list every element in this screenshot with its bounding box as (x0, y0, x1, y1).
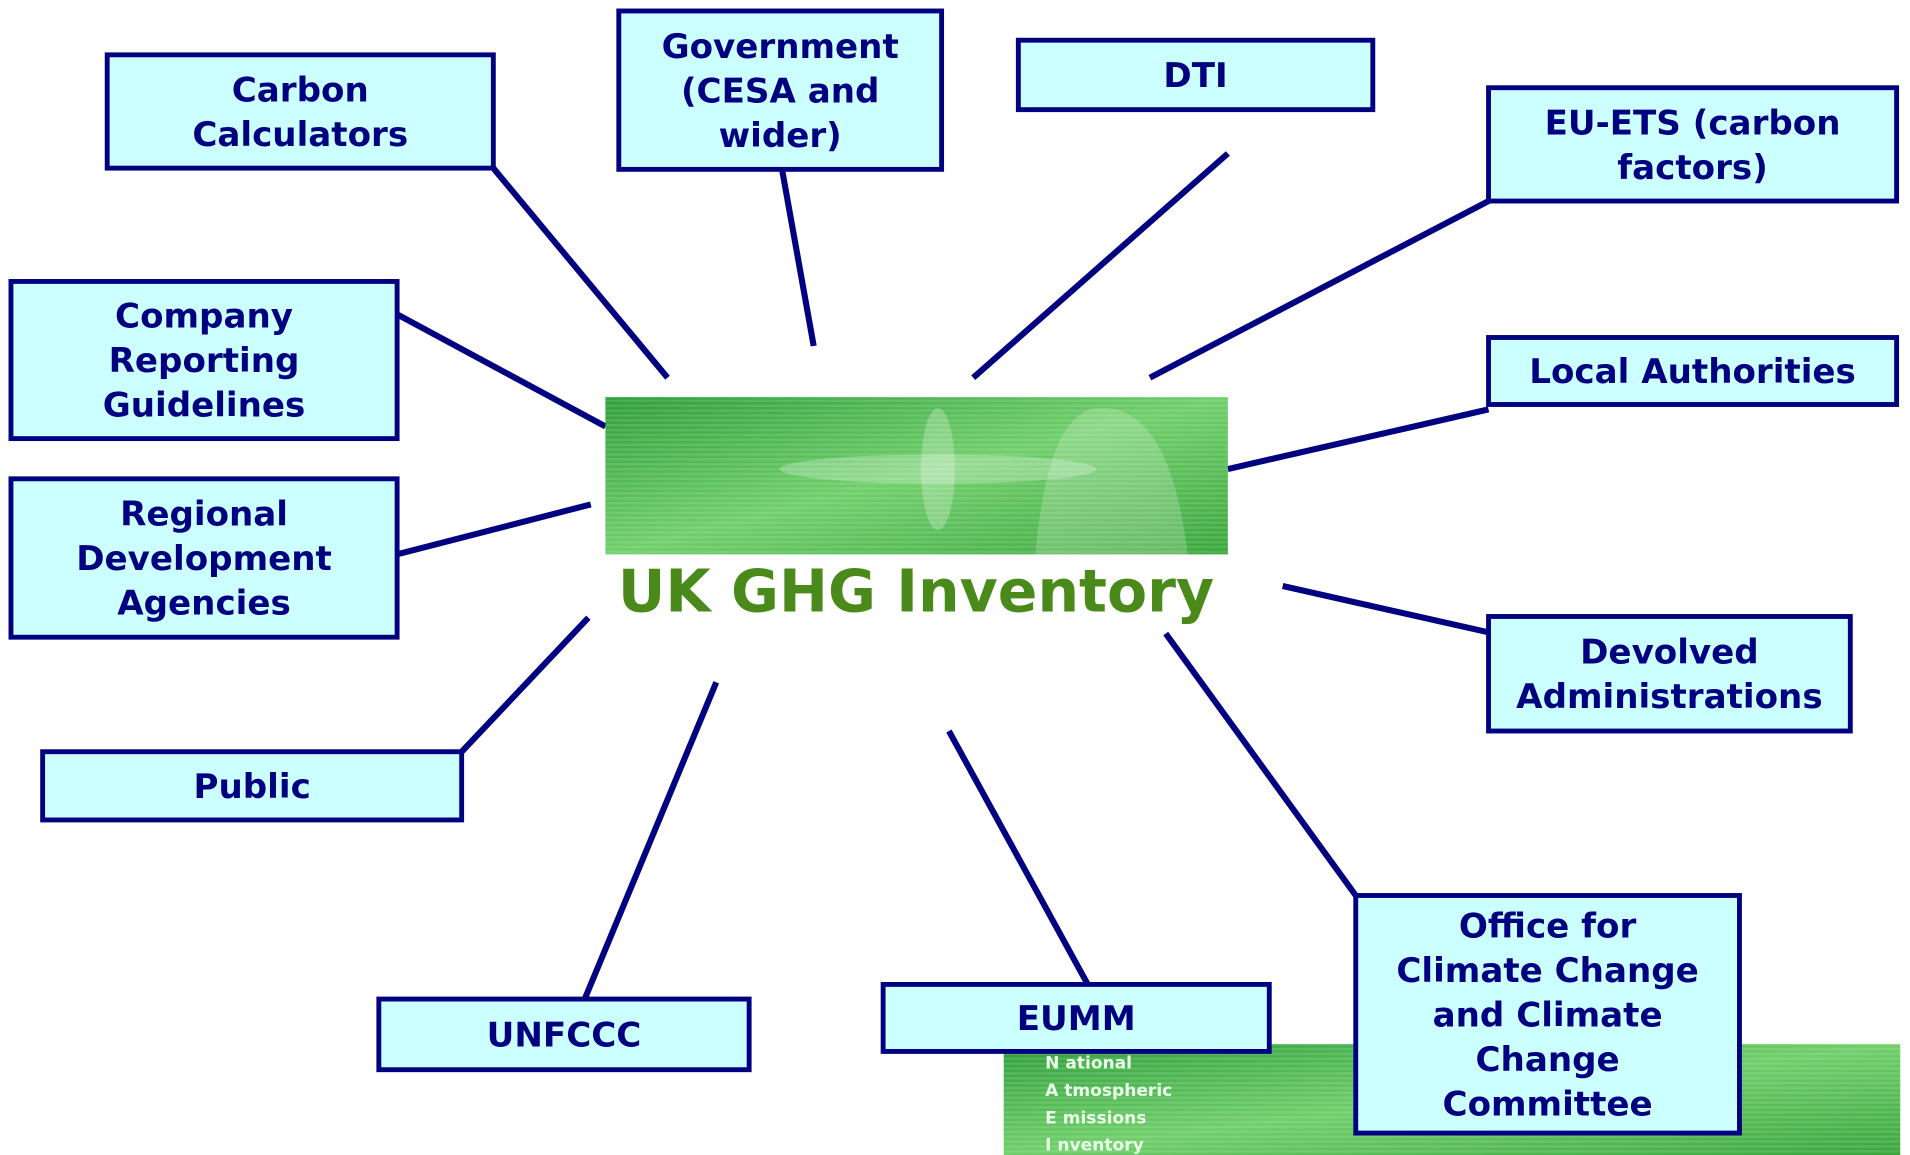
node-label: Office for (1459, 907, 1637, 947)
node-label: Committee (1443, 1084, 1653, 1124)
connector (581, 681, 720, 1001)
connector (971, 151, 1230, 380)
node-label: Guidelines (103, 386, 306, 426)
node-label: Reporting (109, 341, 300, 381)
connector (1148, 198, 1490, 381)
connector (490, 166, 670, 380)
center-title: UK GHG Inventory (618, 558, 1214, 626)
node-label: Calculators (192, 115, 408, 155)
connector (459, 615, 591, 754)
node-label: Agencies (117, 584, 291, 624)
node-label: EUMM (1017, 999, 1136, 1039)
node-label: and Climate (1433, 995, 1663, 1035)
node-label: Public (193, 767, 310, 807)
node-box (104, 52, 496, 171)
node-box (8, 279, 400, 442)
node-label: wider) (719, 116, 842, 156)
node-label: UNFCCC (487, 1016, 642, 1056)
banner-line: A tmospheric (1045, 1081, 1172, 1101)
banner-line: E missions (1045, 1108, 1146, 1128)
node-label: Government (662, 27, 899, 67)
node-label: Administrations (1516, 677, 1822, 717)
connector (946, 729, 1091, 986)
node-box (1015, 37, 1376, 113)
connectors (395, 151, 1490, 1001)
banner-line: N ational (1045, 1053, 1132, 1073)
node-label: Regional (120, 495, 288, 535)
node-label: (CESA and (681, 71, 879, 111)
connector (395, 311, 607, 430)
node-label: Local Authorities (1529, 352, 1856, 392)
node-box (376, 996, 752, 1073)
node-label: Company (115, 297, 293, 337)
connector (1227, 406, 1490, 473)
node-box (8, 476, 400, 640)
connector (396, 501, 592, 558)
node-label: Change (1476, 1040, 1620, 1080)
node-box (40, 749, 465, 823)
connector (1163, 631, 1359, 898)
node-label: Climate Change (1396, 951, 1698, 991)
connector (1282, 583, 1490, 636)
node-box (616, 8, 945, 172)
node-box (880, 981, 1272, 1054)
node-box (1486, 85, 1900, 204)
node-label: Devolved (1580, 633, 1759, 673)
center-image (605, 397, 1228, 555)
node-box (1353, 893, 1742, 1136)
node-label: factors) (1617, 148, 1768, 188)
node-label: EU-ETS (carbon (1545, 103, 1841, 143)
node-box (1486, 614, 1853, 734)
node-label: Development (76, 539, 332, 579)
node-label: Carbon (232, 70, 369, 110)
banner-line: I nventory (1045, 1136, 1144, 1155)
node-box (1486, 335, 1900, 407)
connector (779, 168, 817, 347)
node-label: DTI (1163, 56, 1227, 96)
